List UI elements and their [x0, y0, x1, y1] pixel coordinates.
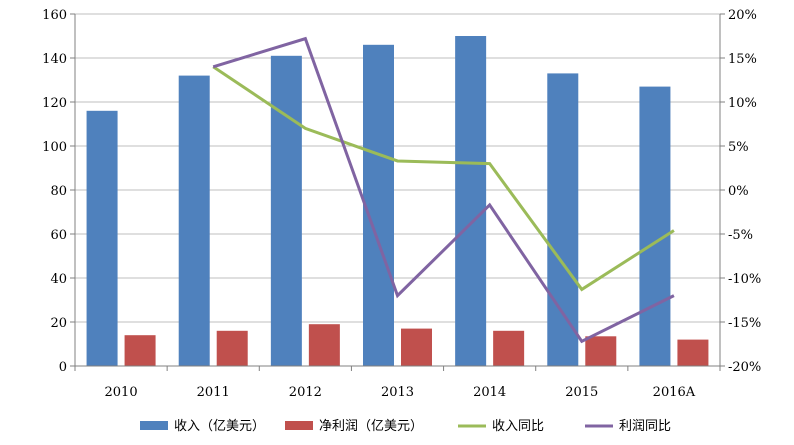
- right-tick-label: 5%: [728, 140, 749, 155]
- left-tick-label: 80: [50, 184, 67, 199]
- bar: [455, 36, 487, 366]
- bar: [308, 324, 340, 366]
- x-tick-label: 2010: [105, 385, 138, 400]
- bar: [216, 330, 248, 366]
- gridlines: [75, 13, 720, 323]
- series-line: [212, 65, 675, 292]
- bar: [585, 336, 617, 366]
- legend-label: 利润同比: [619, 419, 671, 434]
- axes: [70, 13, 725, 371]
- x-tick-label: 2011: [197, 385, 230, 400]
- x-tick-label: 2016A: [653, 385, 696, 400]
- left-tick-label: 20: [50, 316, 67, 331]
- series-line: [212, 36, 675, 344]
- x-tick-label: 2013: [381, 385, 414, 400]
- bar: [639, 86, 671, 366]
- x-tick-label: 2014: [473, 385, 506, 400]
- right-tick-label: 15%: [728, 52, 757, 67]
- bar: [677, 339, 709, 366]
- bar-series: [86, 36, 709, 367]
- right-axis-ticks: -20% -15% -10% -5% 0% 5% 10% 15% 20%: [728, 8, 761, 375]
- bar: [86, 110, 118, 366]
- bar: [493, 330, 525, 366]
- x-tick-label: 2012: [289, 385, 322, 400]
- right-tick-label: 20%: [728, 8, 757, 23]
- x-axis-ticks: 2010 2011 2012 2013 2014 2015 2016A: [105, 385, 696, 400]
- line-series: [212, 36, 675, 344]
- legend: 收入（亿美元） 净利润（亿美元） 收入同比 利润同比: [140, 419, 671, 434]
- left-tick-label: 100: [42, 140, 67, 155]
- left-axis-ticks: 0 20 40 60 80 100 120 140 160: [42, 8, 67, 375]
- left-tick-label: 60: [50, 228, 67, 243]
- right-tick-label: 0%: [728, 184, 749, 199]
- left-tick-label: 120: [42, 96, 67, 111]
- legend-label: 净利润（亿美元）: [319, 419, 423, 434]
- left-tick-label: 140: [42, 52, 67, 67]
- left-tick-label: 0: [59, 360, 67, 375]
- legend-label: 收入同比: [492, 419, 544, 434]
- bar: [124, 335, 156, 366]
- bar: [270, 55, 302, 367]
- bar: [178, 75, 210, 366]
- x-tick-label: 2015: [565, 385, 598, 400]
- right-tick-label: -15%: [728, 316, 761, 331]
- left-tick-label: 40: [50, 272, 67, 287]
- bar: [401, 328, 432, 366]
- legend-swatch: [285, 421, 313, 430]
- right-tick-label: -20%: [728, 360, 761, 375]
- right-tick-label: 10%: [728, 96, 757, 111]
- legend-label: 收入（亿美元）: [174, 419, 265, 434]
- bar: [547, 73, 579, 367]
- right-tick-label: -5%: [728, 228, 753, 243]
- left-tick-label: 160: [42, 8, 67, 23]
- legend-swatch: [140, 421, 168, 430]
- bar: [363, 44, 394, 367]
- right-tick-label: -10%: [728, 272, 761, 287]
